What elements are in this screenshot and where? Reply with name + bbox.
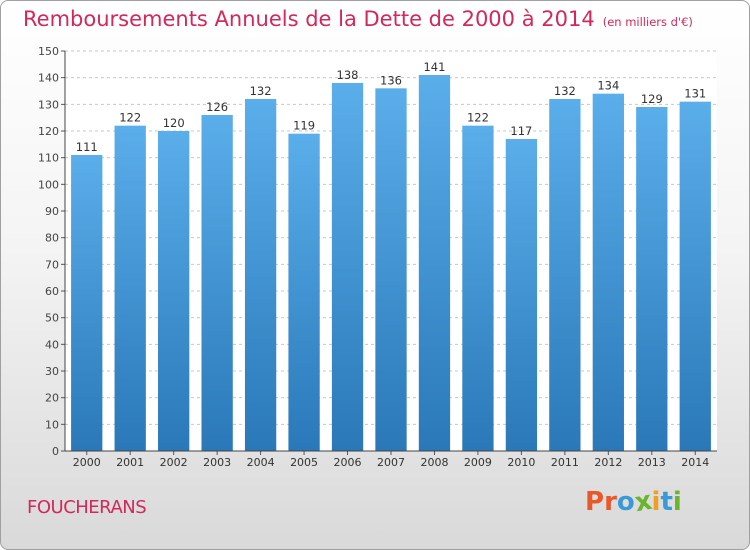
bar-2014: [679, 101, 711, 452]
x-tick-label: 2004: [247, 456, 275, 469]
x-tick-label: 2008: [420, 456, 448, 469]
data-label-2012: 134: [597, 79, 619, 93]
y-tick-label: 50: [45, 312, 59, 325]
y-tick-label: 140: [38, 72, 59, 85]
chart-title: Remboursements Annuels de la Dette de 20…: [23, 7, 595, 31]
y-tick-label: 90: [45, 205, 59, 218]
x-tick-label: 2012: [594, 456, 622, 469]
bar-2011: [549, 99, 581, 451]
data-label-2006: 138: [337, 68, 359, 82]
x-tick-label: 2000: [73, 456, 101, 469]
commune-name: FOUCHERANS: [27, 497, 147, 518]
logo-letter: i: [651, 487, 661, 517]
logo-letter: t: [660, 487, 673, 517]
bar-2005: [288, 133, 320, 451]
data-label-2001: 122: [119, 111, 141, 125]
data-label-2002: 120: [163, 116, 185, 130]
bar-2012: [592, 93, 624, 452]
proxiti-logo: Proxiti: [585, 486, 682, 518]
bar-2013: [636, 107, 668, 451]
data-label-2003: 126: [206, 100, 228, 114]
y-tick-label: 100: [38, 178, 59, 191]
x-tick-label: 2002: [160, 456, 188, 469]
y-tick-label: 130: [38, 98, 59, 111]
x-tick-label: 2001: [116, 456, 144, 469]
data-label-2008: 141: [423, 60, 445, 74]
logo-letter: r: [604, 487, 617, 517]
logo-letter: P: [585, 487, 605, 517]
bar-2007: [375, 88, 407, 451]
bar-2006: [331, 83, 364, 451]
x-tick-label: 2011: [551, 456, 579, 469]
logo-letter: i: [672, 487, 682, 517]
data-label-2011: 132: [554, 84, 576, 98]
y-tick-label: 80: [45, 232, 59, 245]
data-label-2004: 132: [250, 84, 272, 98]
bar-2010: [505, 139, 538, 451]
y-tick-label: 40: [45, 338, 59, 351]
bar-2002: [158, 131, 190, 451]
data-label-2013: 129: [641, 92, 663, 106]
bar-2000: [71, 155, 103, 451]
x-tick-label: 2006: [334, 456, 362, 469]
bar-2001: [114, 125, 146, 452]
data-label-2014: 131: [684, 87, 706, 101]
y-tick-label: 10: [45, 418, 59, 431]
data-label-2005: 119: [293, 119, 315, 133]
bar-2003: [201, 115, 233, 451]
y-tick-label: 150: [38, 45, 59, 58]
x-tick-label: 2010: [507, 456, 535, 469]
x-tick-label: 2007: [377, 456, 405, 469]
y-tick-label: 30: [45, 365, 59, 378]
y-tick-label: 110: [38, 152, 59, 165]
y-tick-label: 0: [52, 445, 59, 458]
x-tick-label: 2013: [638, 456, 666, 469]
x-tick-label: 2014: [681, 456, 709, 469]
title-row: Remboursements Annuels de la Dette de 20…: [23, 7, 693, 31]
y-tick-label: 20: [45, 392, 59, 405]
x-tick-label: 2005: [290, 456, 318, 469]
data-label-2000: 111: [76, 140, 98, 154]
bar-2009: [462, 125, 494, 452]
y-tick-label: 120: [38, 125, 59, 138]
x-tick-label: 2003: [203, 456, 231, 469]
y-tick-label: 70: [45, 258, 59, 271]
unit-label: (en milliers d'€): [602, 15, 693, 29]
x-tick-label: 2009: [464, 456, 492, 469]
bar-2004: [244, 99, 277, 451]
logo-letter: o: [616, 487, 635, 517]
bar-2008: [418, 75, 451, 451]
data-label-2010: 117: [510, 124, 532, 138]
y-tick-label: 60: [45, 285, 59, 298]
data-label-2009: 122: [467, 111, 489, 125]
data-label-2007: 136: [380, 73, 402, 87]
